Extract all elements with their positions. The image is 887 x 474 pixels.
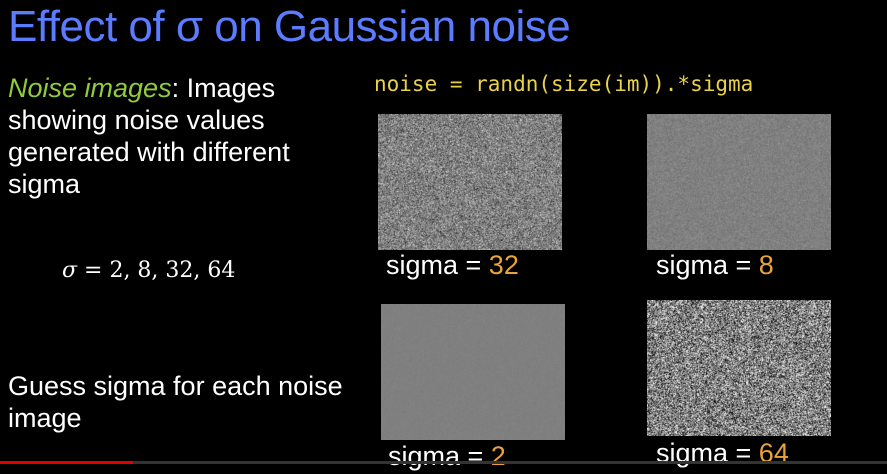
noise-image-sigma-8 — [647, 114, 831, 250]
noise-images-highlight: Noise images — [8, 73, 172, 103]
noise-canvas — [378, 114, 562, 250]
caption-label: sigma = — [388, 441, 491, 471]
caption-value: 8 — [759, 250, 774, 280]
caption-sigma-2: sigma = 2 — [388, 441, 506, 472]
caption-value: 2 — [491, 441, 506, 471]
noise-canvas — [647, 300, 831, 436]
caption-value: 32 — [489, 250, 519, 280]
video-progress-fill — [0, 461, 133, 464]
slide-title: Effect of σ on Gaussian noise — [8, 2, 570, 52]
noise-image-sigma-32 — [378, 114, 562, 250]
noise-canvas — [381, 304, 565, 440]
sigma-formula: σ = 2, 8, 32, 64 — [62, 258, 235, 283]
caption-sigma-8: sigma = 8 — [656, 250, 774, 281]
caption-sigma-64: sigma = 64 — [656, 438, 789, 469]
code-snippet: noise = randn(size(im)).*sigma — [374, 72, 753, 96]
video-progress-bar[interactable] — [0, 461, 887, 464]
guess-prompt: Guess sigma for each noise image — [8, 370, 348, 434]
caption-sigma-32: sigma = 32 — [386, 250, 519, 281]
description-text: Noise images: Images showing noise value… — [8, 72, 348, 200]
caption-label: sigma = — [656, 250, 759, 280]
caption-label: sigma = — [386, 250, 489, 280]
sigma-values: = 2, 8, 32, 64 — [77, 258, 235, 283]
noise-image-sigma-2 — [381, 304, 565, 440]
noise-canvas — [647, 114, 831, 250]
noise-image-sigma-64 — [647, 300, 831, 436]
sigma-symbol: σ — [62, 258, 77, 283]
